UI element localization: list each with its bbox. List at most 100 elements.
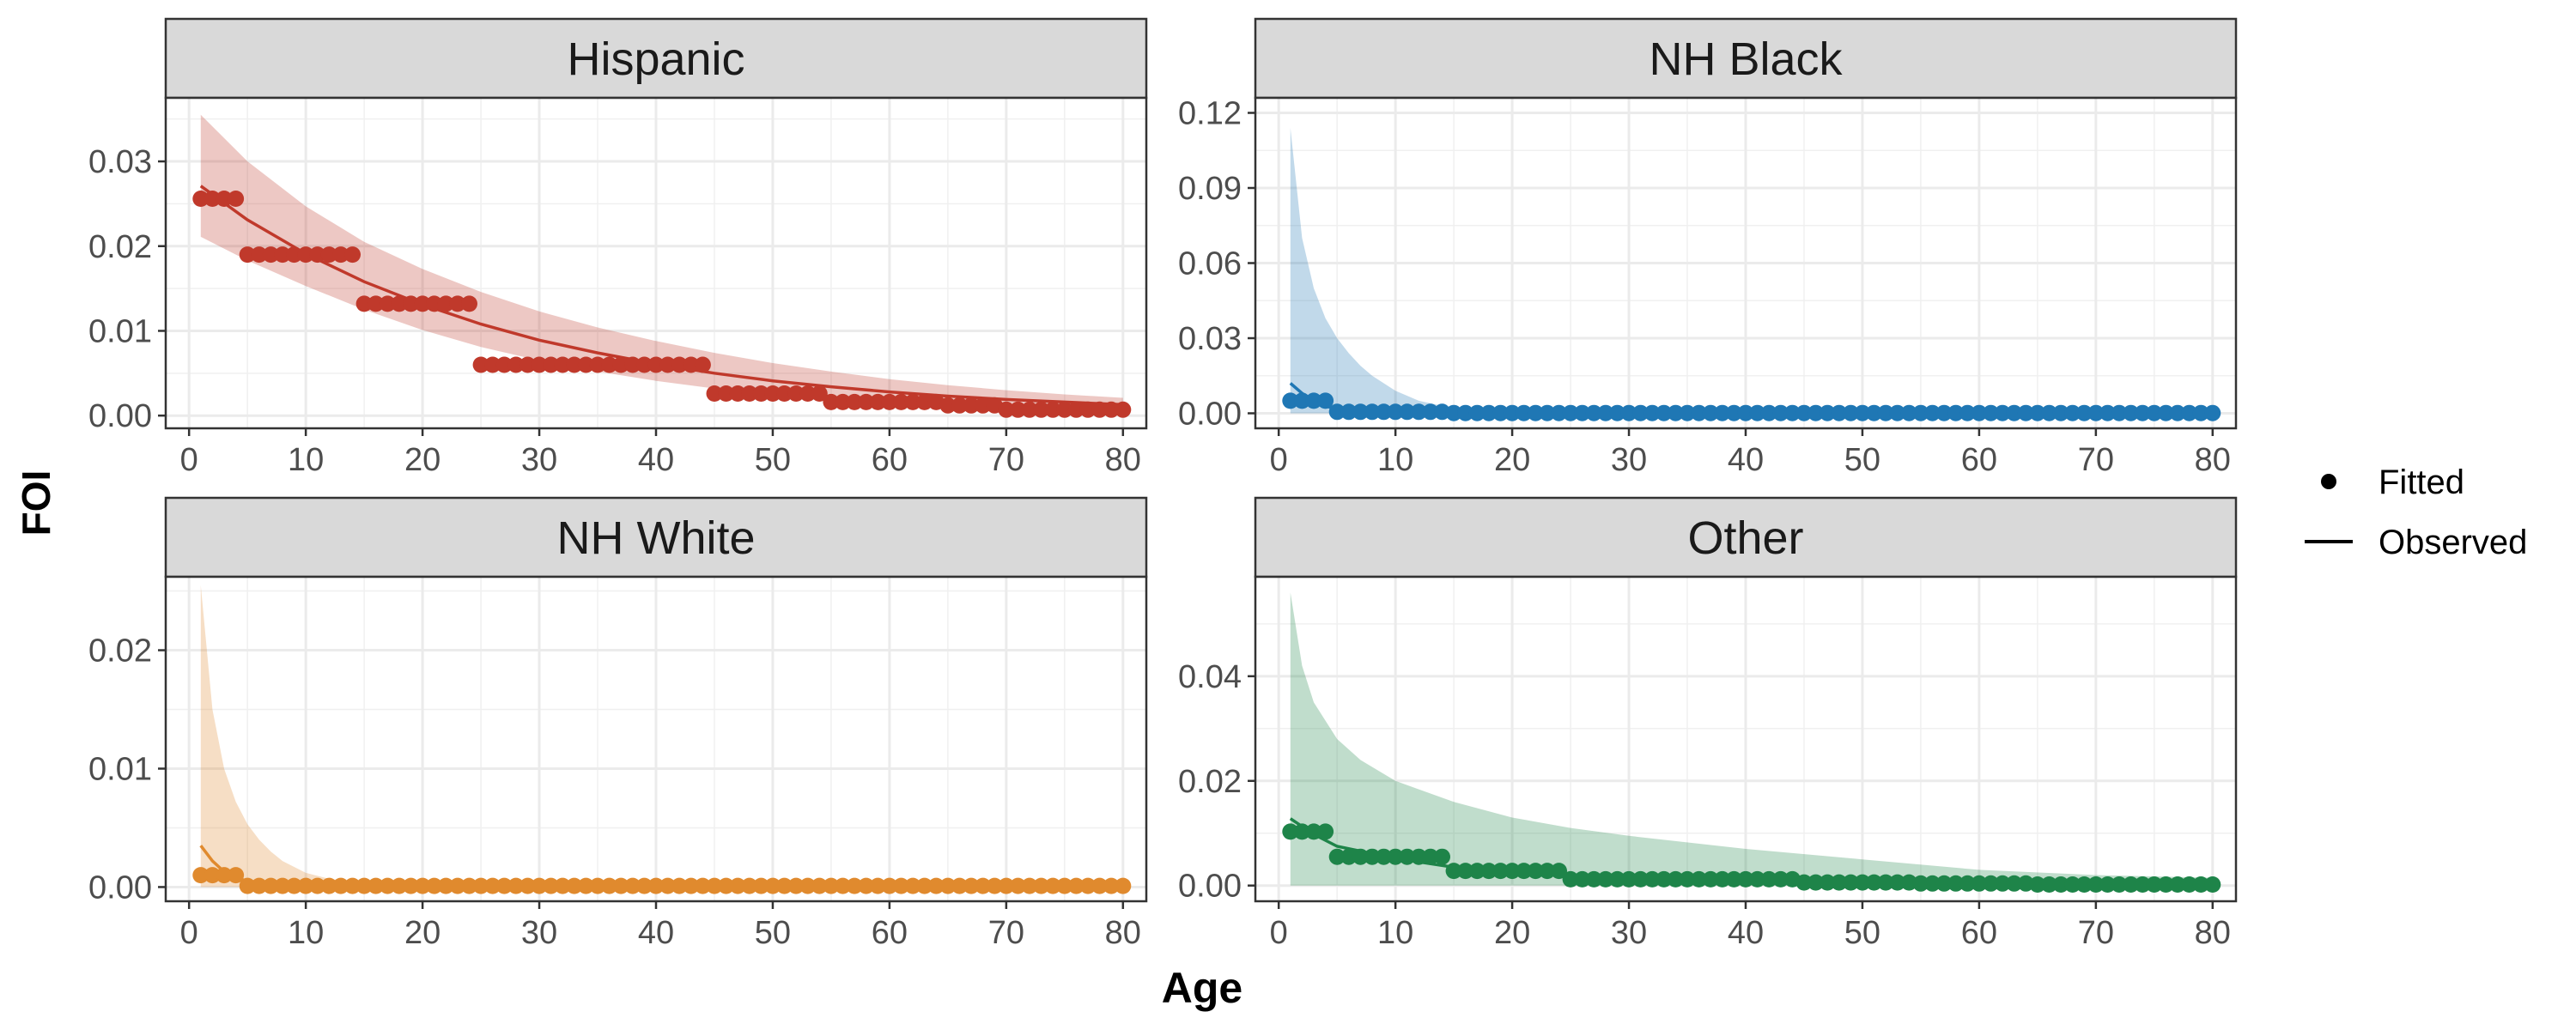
fitted-point	[1574, 870, 1591, 888]
fitted-point	[1399, 403, 1416, 421]
fitted-point	[2064, 404, 2081, 421]
fitted-point	[1504, 404, 1521, 421]
fitted-point	[927, 877, 945, 894]
fitted-point	[216, 191, 233, 207]
fitted-point	[1387, 403, 1404, 421]
fitted-point	[1376, 848, 1392, 865]
x-tick-label: 30	[521, 915, 557, 951]
fitted-point	[192, 867, 210, 884]
fitted-point	[1468, 404, 1485, 421]
fitted-point	[437, 295, 454, 312]
fitted-point	[2134, 876, 2151, 893]
fitted-point	[1340, 403, 1358, 421]
fitted-point	[403, 295, 419, 312]
fitted-point	[274, 246, 291, 264]
fitted-point	[1935, 404, 1953, 421]
fitted-point	[1889, 404, 1906, 421]
facet-strip	[164, 496, 1148, 579]
fitted-point	[355, 295, 373, 312]
fitted-point	[1434, 848, 1450, 865]
fitted-point	[1749, 870, 1766, 888]
legend-fitted-label: Fitted	[2379, 464, 2464, 501]
fitted-point	[589, 356, 606, 373]
fitted-point	[647, 356, 665, 373]
fitted-point	[718, 385, 735, 402]
fitted-point	[718, 877, 735, 894]
y-tick-label: 0.09	[1178, 171, 1242, 207]
fitted-point	[332, 246, 349, 264]
fitted-point	[683, 877, 700, 894]
x-tick-label: 70	[988, 915, 1024, 951]
fitted-point	[612, 877, 629, 894]
fitted-point	[835, 877, 851, 894]
fitted-point	[391, 877, 408, 894]
facet-strip	[1254, 496, 2238, 579]
x-tick-label: 50	[755, 915, 791, 951]
x-tick-label: 80	[1105, 915, 1141, 951]
fitted-point	[1620, 870, 1637, 888]
fitted-point	[1783, 404, 1801, 421]
fitted-point	[1282, 823, 1299, 840]
x-tick-label: 80	[1105, 442, 1141, 478]
fitted-point	[1842, 404, 1859, 421]
fitted-point	[1293, 392, 1310, 409]
fitted-point	[1714, 870, 1731, 888]
x-tick-label: 30	[1611, 442, 1647, 478]
x-tick-label: 50	[1844, 442, 1880, 478]
y-tick-label: 0.00	[88, 869, 152, 906]
fitted-point	[858, 393, 875, 410]
fitted-point	[1971, 875, 1988, 892]
fitted-point	[1725, 870, 1742, 888]
fitted-point	[1091, 877, 1109, 894]
x-tick-label: 40	[1728, 442, 1764, 478]
fitted-point	[2041, 876, 2057, 893]
fitted-point	[1387, 848, 1404, 865]
fitted-point	[543, 356, 560, 373]
fitted-point	[647, 877, 665, 894]
facet-panels: Hispanic 0 10 20 30 40 50 60 70 80 0.00 0.01 0.02 0.0…	[88, 17, 2238, 951]
fitted-point	[1983, 404, 1999, 421]
fitted-point	[2075, 404, 2093, 421]
fitted-point	[320, 877, 337, 894]
x-tick-label: 50	[1844, 915, 1880, 951]
fitted-point	[1877, 874, 1894, 891]
fitted-point	[1468, 863, 1485, 880]
fitted-point	[368, 877, 385, 894]
x-tick-label: 20	[1494, 442, 1530, 478]
fitted-point	[939, 877, 957, 894]
fitted-point	[1317, 392, 1334, 409]
fitted-point	[846, 877, 863, 894]
fitted-point	[472, 877, 489, 894]
fitted-point	[601, 877, 618, 894]
fitted-point	[1340, 848, 1358, 865]
y-tick-label: 0.00	[1178, 869, 1242, 905]
fitted-point	[729, 877, 746, 894]
fitted-point	[577, 877, 594, 894]
fitted-point	[1044, 877, 1061, 894]
x-tick-label: 60	[872, 915, 908, 951]
fitted-point	[776, 385, 793, 402]
fitted-point	[1364, 848, 1381, 865]
fitted-point	[601, 356, 618, 373]
fitted-point	[1679, 404, 1696, 421]
fitted-point	[216, 867, 233, 884]
x-tick-label: 10	[288, 915, 324, 951]
fitted-point	[624, 356, 641, 373]
fitted-point	[239, 246, 256, 264]
fitted-point	[1620, 404, 1637, 421]
fitted-point	[1702, 870, 1719, 888]
fitted-point	[1831, 874, 1848, 891]
fitted-point	[1656, 404, 1673, 421]
legend-observed-label: Observed	[2379, 524, 2527, 561]
fitted-point	[426, 877, 443, 894]
fitted-point	[1609, 870, 1625, 888]
y-tick-label: 0.01	[88, 751, 152, 787]
fitted-point	[1033, 401, 1050, 418]
fitted-point	[2169, 404, 2186, 421]
fitted-point	[449, 295, 466, 312]
fitted-point	[1866, 404, 1882, 421]
interval-ribbon	[200, 114, 1123, 414]
fitted-point	[379, 877, 396, 894]
fitted-point	[2181, 876, 2198, 893]
fitted-point	[1691, 404, 1708, 421]
